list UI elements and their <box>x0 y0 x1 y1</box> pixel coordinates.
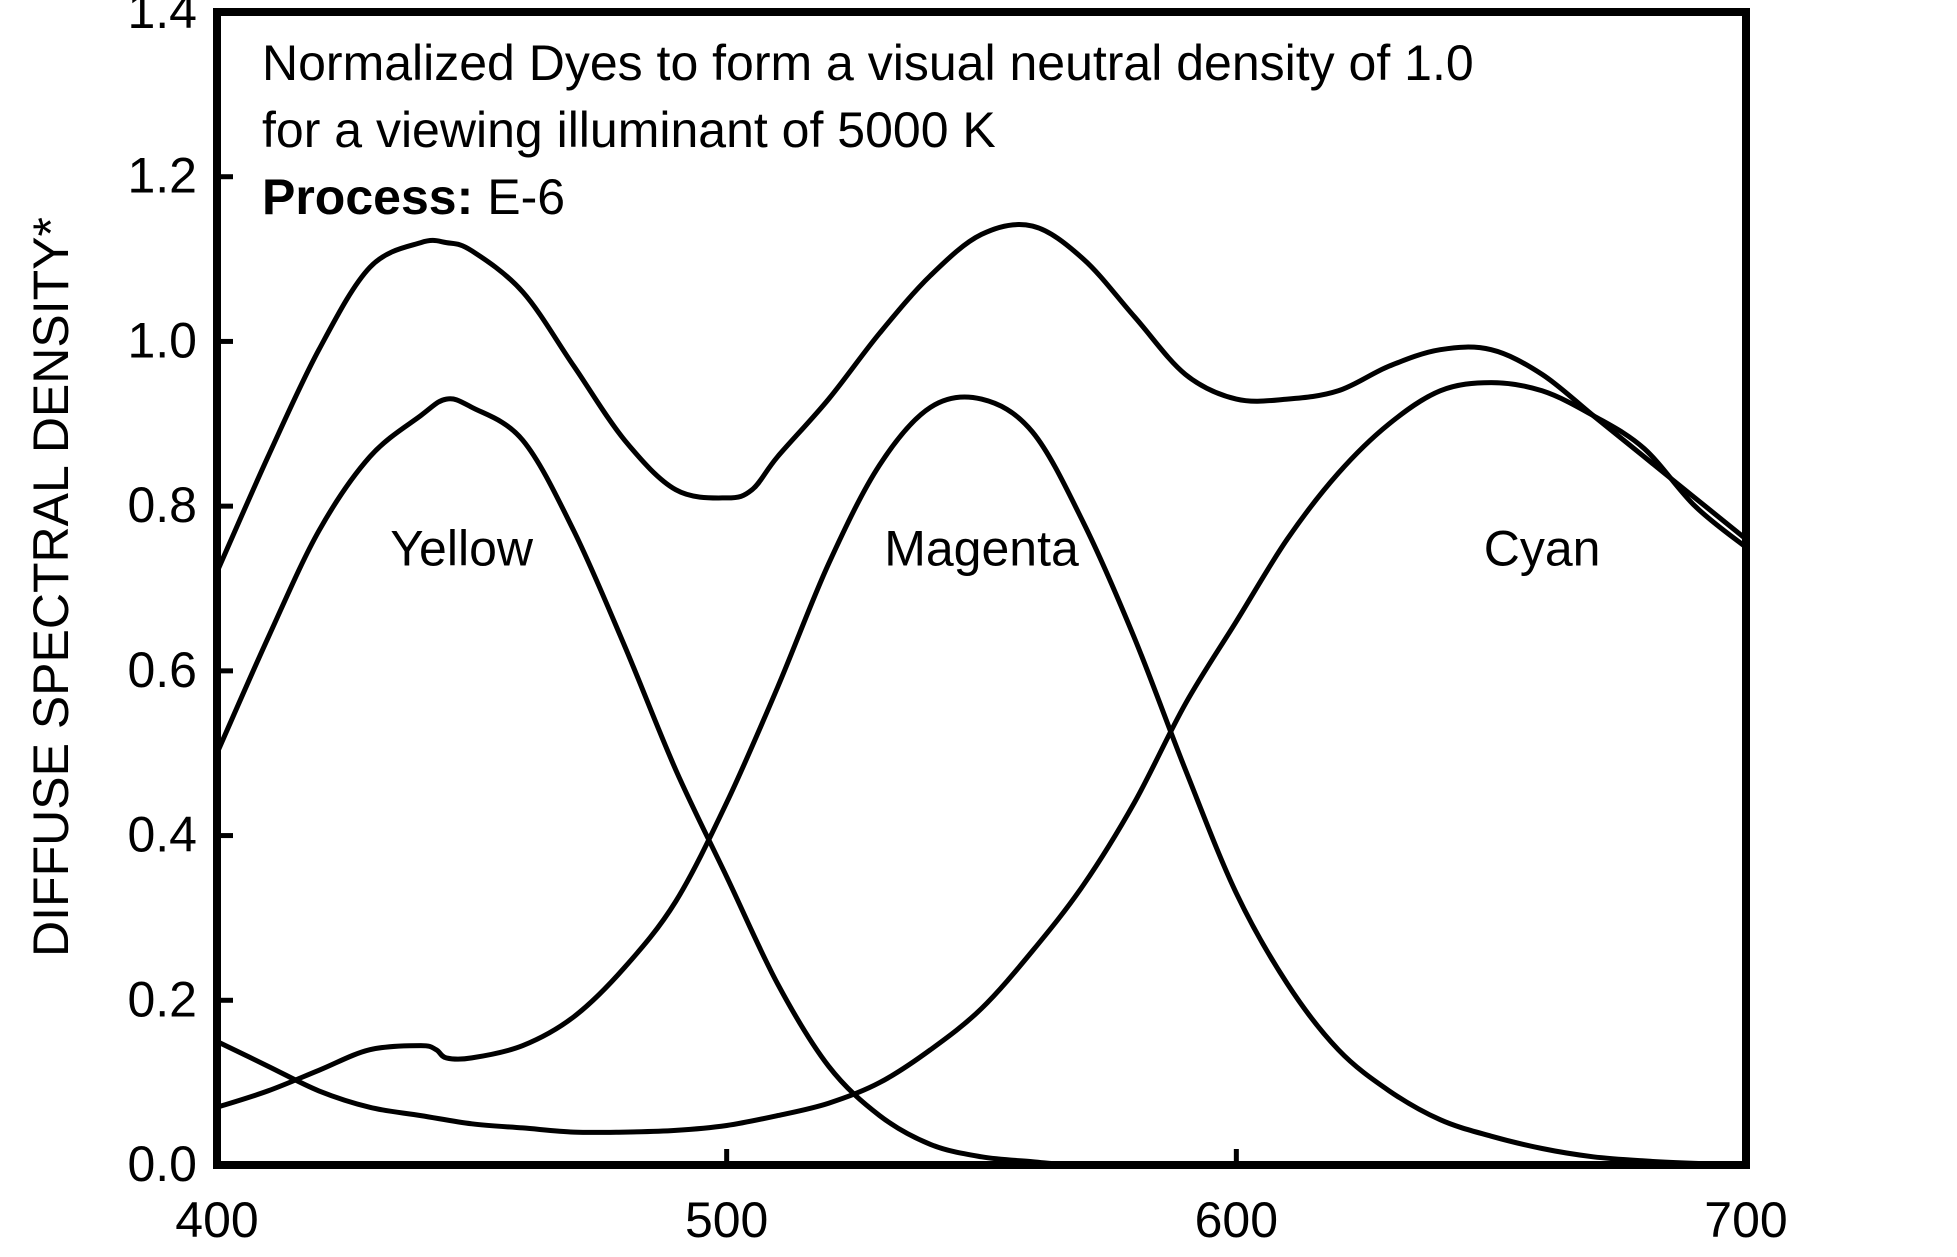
x-tick-label: 600 <box>1195 1192 1278 1248</box>
series-curves <box>214 222 1749 1168</box>
series-line-neutral-sum <box>214 222 1749 575</box>
x-tick-label: 500 <box>685 1192 768 1248</box>
series-line-yellow <box>214 396 1749 1168</box>
y-tick-label: 0.2 <box>127 971 197 1027</box>
x-tick-label: 700 <box>1704 1192 1787 1248</box>
axis-ticks: 0.0 0.2 0.4 0.6 0.8 1.0 1.2 1.4 400 500 600 700 <box>127 0 1787 1248</box>
annotation-line-1: Normalized Dyes to form a visual neutral… <box>262 35 1474 91</box>
process-label: Process: <box>262 169 473 225</box>
y-tick-label: 1.0 <box>127 312 197 368</box>
y-tick-label: 0.0 <box>127 1136 197 1192</box>
series-label-magenta: Magenta <box>884 520 1079 576</box>
annotation-process: Process: E-6 <box>262 169 565 225</box>
series-labels: Yellow Magenta Cyan <box>390 520 1600 576</box>
series-line-cyan <box>214 380 1749 1135</box>
series-line-magenta <box>214 394 1749 1168</box>
y-tick-label: 0.6 <box>127 642 197 698</box>
x-tick-label: 400 <box>175 1192 258 1248</box>
y-tick-label: 0.4 <box>127 807 197 863</box>
y-tick-label: 1.2 <box>127 148 197 204</box>
y-tick-label: 0.8 <box>127 477 197 533</box>
plot-frame <box>213 8 1750 1169</box>
y-tick-label: 1.4 <box>127 0 197 39</box>
annotation-block: Normalized Dyes to form a visual neutral… <box>262 35 1474 225</box>
series-label-yellow: Yellow <box>390 520 534 576</box>
y-axis-title: DIFFUSE SPECTRAL DENSITY* <box>23 217 79 957</box>
process-value: E-6 <box>487 169 565 225</box>
annotation-line-2: for a viewing illuminant of 5000 K <box>262 102 996 158</box>
series-label-cyan: Cyan <box>1484 520 1601 576</box>
